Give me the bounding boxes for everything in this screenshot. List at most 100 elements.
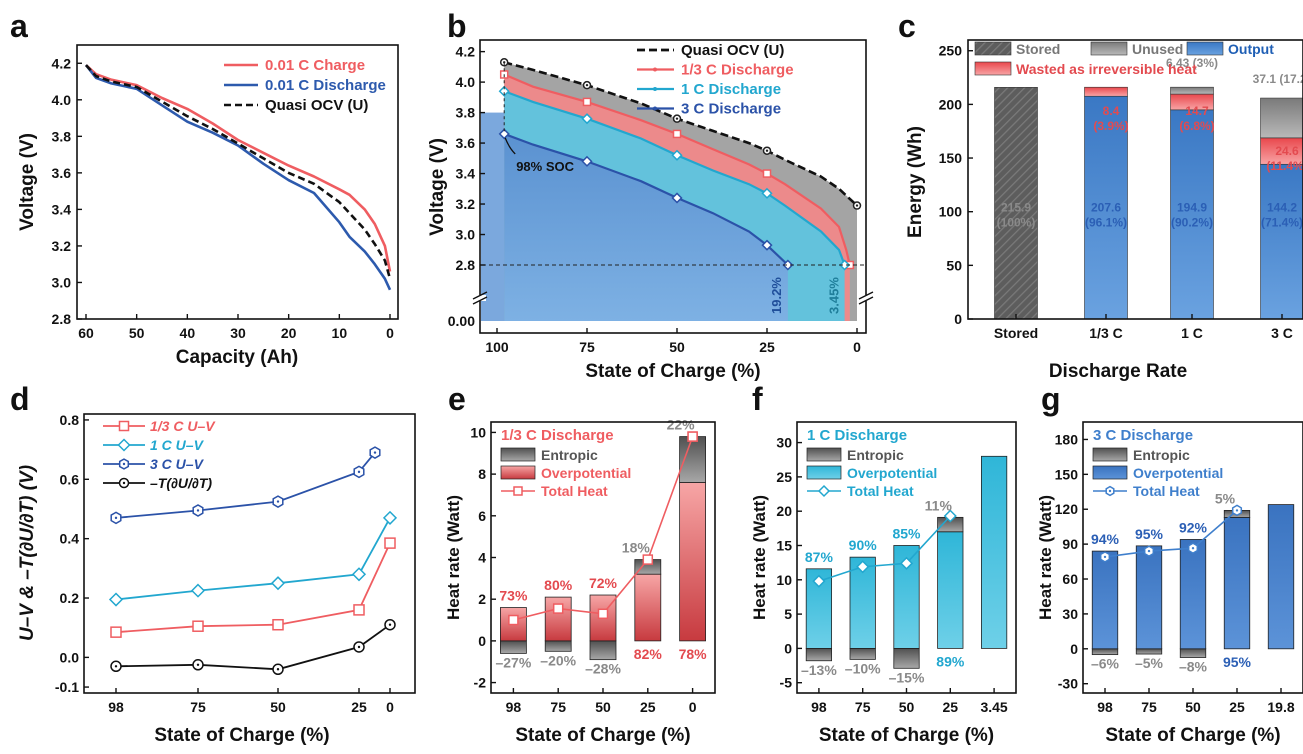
x-axis-label: State of Charge (%)	[1105, 725, 1280, 746]
bar-output	[1260, 163, 1303, 320]
legend-dot	[653, 106, 657, 111]
marker-diamond	[899, 556, 914, 570]
legend-label: 3 C Discharge	[681, 101, 781, 118]
y-tick-label: 3.6	[456, 135, 476, 151]
legend-swatch	[1092, 447, 1128, 462]
series-line-1	[115, 517, 391, 601]
y-tick-label: 3.4	[52, 201, 72, 217]
x-tick-label: 75	[1141, 699, 1157, 715]
plot-frame	[83, 413, 416, 694]
legend-label: Total Heat	[1133, 483, 1200, 499]
y-tick-label: 150	[939, 150, 963, 166]
bar-entropic	[805, 648, 833, 662]
marker-square	[508, 614, 519, 626]
panel-letter-c: c	[898, 8, 916, 44]
legend-label: 0.01 C Charge	[265, 57, 365, 74]
x-axis-label: Capacity (Ah)	[176, 347, 298, 368]
y-tick-label: 200	[939, 96, 963, 112]
region-fill	[481, 112, 505, 321]
annotation-98-soc: 98% SOC	[516, 159, 574, 174]
y-axis-label: Heat rate (Watt)	[1036, 495, 1055, 620]
y-tick-label: 60	[1062, 571, 1078, 587]
bar-output	[1084, 95, 1128, 320]
y-axis-label: Voltage (V)	[427, 138, 448, 236]
marker-diamond	[671, 149, 683, 161]
y-tick-label: 10	[776, 572, 792, 588]
x-tick-label: 19.8	[1267, 699, 1294, 715]
x-tick-label: 25	[943, 699, 959, 715]
legend-dot	[653, 87, 657, 91]
data-label: 215.9	[1001, 201, 1031, 215]
x-axis-label: State of Charge (%)	[819, 725, 994, 746]
marker-diamond	[581, 113, 593, 125]
marker-dot	[357, 470, 361, 474]
marker-square	[513, 486, 523, 496]
panel-letter-g: g	[1041, 381, 1061, 417]
marker-dot	[1147, 549, 1151, 553]
marker-dot	[373, 451, 377, 454]
data-label: 24.6	[1275, 144, 1299, 158]
marker-diamond	[108, 592, 124, 607]
x-tick-label: 50	[1185, 699, 1201, 715]
data-label-pct: (3.9%)	[1093, 119, 1128, 133]
bottom-label: 89%	[936, 653, 965, 669]
bottom-label: –20%	[540, 652, 576, 668]
plot-frame	[967, 39, 1303, 320]
marker-dot	[122, 462, 126, 466]
y-tick-label: 0.2	[60, 590, 80, 606]
plot-frame	[479, 39, 867, 334]
x-tick-label: 25	[351, 699, 367, 715]
legend-label: Quasi OCV (U)	[681, 42, 784, 59]
marker-dot	[196, 509, 200, 512]
chart-e: 73% –27% 80% –20% 72% –28% 18% 82% 22% 78% -2 0 2 4 6 8…	[444, 417, 716, 746]
bar-overpotential	[679, 482, 706, 642]
y-tick-label: 4.0	[52, 92, 72, 108]
data-label-pct: (11.4%)	[1266, 159, 1303, 173]
bar-wasted	[1084, 86, 1128, 97]
bottom-label: –28%	[585, 661, 621, 677]
y-tick-label: 3.2	[456, 196, 476, 212]
x-tick-label: 50	[899, 699, 915, 715]
data-label: 194.9	[1177, 201, 1207, 215]
top-label: 94%	[1091, 531, 1120, 547]
bottom-label: –27%	[495, 654, 531, 670]
x-tick-label: 0	[689, 699, 697, 715]
y-tick-label: 2.8	[456, 257, 476, 273]
y-tick-label: 0	[954, 311, 962, 327]
x-tick-label: 98	[1097, 699, 1113, 715]
y-axis-label: Energy (Wh)	[905, 126, 926, 238]
y-tick-label: -30	[1058, 676, 1078, 692]
bar-entropic	[893, 648, 920, 669]
y-tick-label: 4.0	[456, 74, 476, 90]
x-tick-label: 40	[180, 325, 196, 341]
series-line-2	[85, 64, 392, 280]
series-line-1	[84, 64, 392, 291]
top-label: 22%	[667, 417, 696, 433]
bar-entropic	[1091, 648, 1119, 656]
y-tick-label: 6	[478, 508, 486, 524]
marker-square	[552, 603, 564, 614]
marker-diamond	[856, 560, 870, 574]
legend-label: Overpotential	[1133, 465, 1223, 481]
marker-dot	[1235, 509, 1239, 512]
legend-label: Stored	[1016, 41, 1060, 57]
top-label: 11%	[925, 497, 953, 513]
y-tick-label: 3.2	[52, 238, 72, 254]
legend-swatch	[500, 465, 536, 480]
marker-square	[687, 431, 698, 442]
series-line-0	[85, 64, 392, 272]
marker-dot	[388, 623, 392, 626]
top-label: 92%	[1179, 519, 1208, 535]
legend-swatch	[1092, 465, 1128, 480]
marker-square	[762, 169, 772, 178]
x-tick-label: 0	[853, 339, 861, 355]
series-line-0	[115, 542, 391, 634]
legend-swatch	[974, 41, 1012, 56]
panel-letter-e: e	[448, 381, 466, 417]
top-label: 87%	[805, 549, 834, 565]
x-tick-label: 10	[332, 325, 348, 341]
x-tick-label: 0	[386, 325, 394, 341]
data-label: 8.4	[1103, 104, 1120, 118]
x-tick-label: 50	[669, 339, 685, 355]
marker-diamond	[671, 192, 683, 204]
